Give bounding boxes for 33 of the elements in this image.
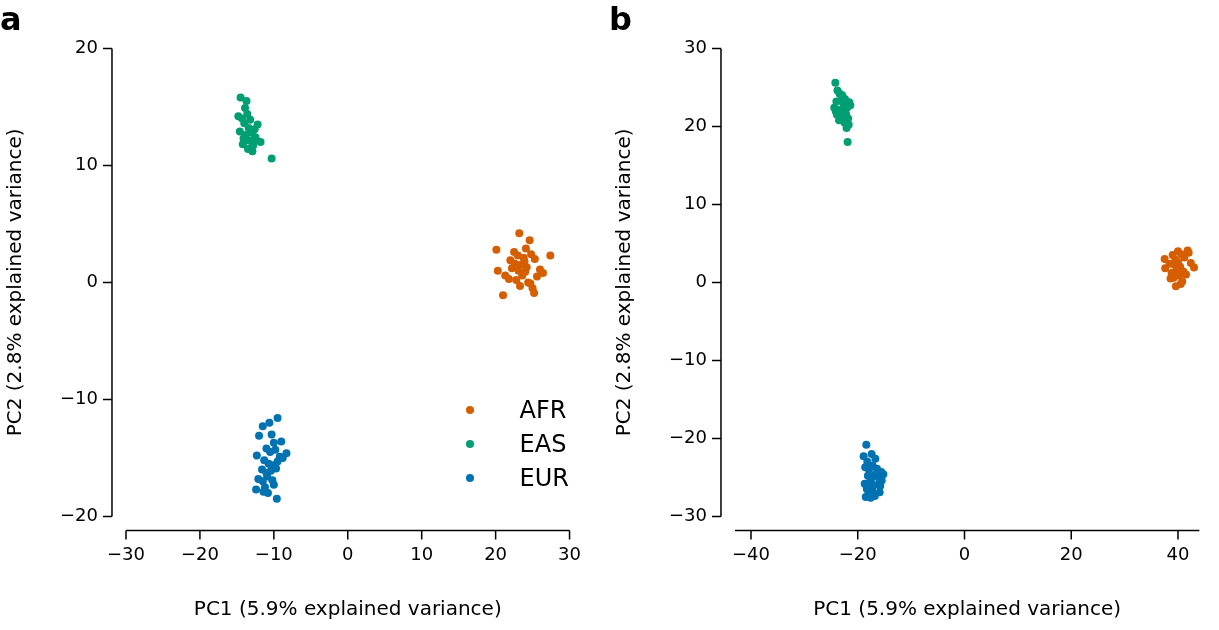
x-tick-label: −20 [838, 542, 877, 564]
x-tick-label: 40 [1166, 542, 1190, 564]
x-axis-title: PC1 (5.9% explained variance) [813, 596, 1122, 621]
chart-title: b [609, 0, 632, 38]
y-tick-label: 10 [75, 153, 98, 175]
chart-title: a [0, 0, 22, 38]
y-tick-label: −10 [59, 387, 98, 409]
x-tick-label: −40 [732, 542, 770, 564]
legend-label: EUR [519, 464, 569, 492]
x-tick-label: 30 [558, 542, 581, 564]
y-tick-label: −30 [668, 504, 707, 526]
x-tick-label: 20 [1059, 542, 1083, 564]
y-tick-label: 0 [695, 270, 707, 292]
x-tick-label: 0 [342, 542, 354, 564]
y-tick-label: 20 [684, 114, 707, 136]
y-tick-label: −20 [668, 426, 707, 448]
y-axis-title: PC2 (2.8% explained variance) [2, 128, 27, 437]
y-tick-label: 0 [86, 270, 98, 292]
x-axis-title: PC1 (5.9% explained variance) [193, 596, 502, 621]
y-tick-label: 20 [75, 36, 98, 58]
x-tick-label: 10 [410, 542, 434, 564]
x-tick-label: −30 [106, 542, 145, 564]
y-axis-title: PC2 (2.8% explained variance) [611, 128, 636, 437]
y-tick-label: −10 [668, 348, 707, 370]
legend-label: AFR [519, 396, 567, 424]
x-tick-label: 0 [958, 542, 971, 564]
y-tick-label: 30 [684, 36, 707, 58]
y-tick-label: 10 [684, 192, 707, 214]
x-tick-label: −20 [180, 542, 219, 564]
x-tick-label: 20 [484, 542, 508, 564]
x-tick-label: −10 [254, 542, 293, 564]
legend-label: EAS [519, 430, 567, 458]
y-tick-label: −20 [59, 504, 98, 526]
